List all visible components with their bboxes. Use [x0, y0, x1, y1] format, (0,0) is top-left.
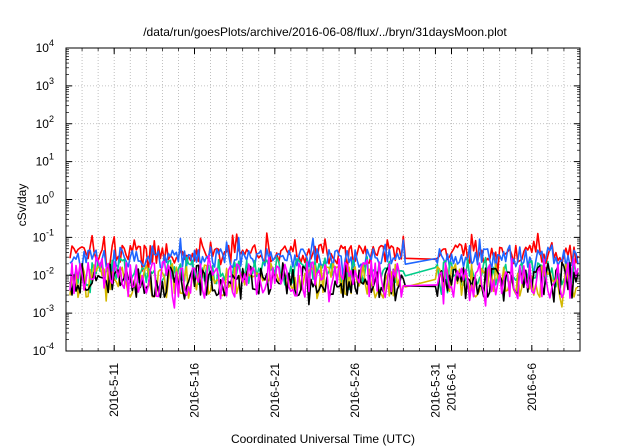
x-tick-label: 2016-5-26 — [348, 363, 362, 418]
y-axis: 10-4 10-3 10-2 10-1 100 101 102 103 104 — [33, 38, 580, 358]
x-axis: 2016-5-11 2016-5-16 2016-5-21 2016-5-26 2016… — [81, 48, 565, 418]
y-tick-label: 103 — [36, 76, 54, 93]
series-line-2 — [69, 236, 579, 278]
x-axis-label: Coordinated Universal Time (UTC) — [231, 432, 415, 446]
x-tick-label: 2016-6-1 — [445, 363, 459, 411]
y-tick-label: 10-3 — [33, 303, 54, 320]
y-tick-label: 10-1 — [33, 227, 54, 244]
y-axis-label: cSv/day — [15, 184, 29, 227]
y-tick-label: 10-4 — [33, 341, 54, 358]
x-tick-label: 2016-5-16 — [188, 363, 202, 418]
y-tick-label: 104 — [36, 38, 54, 55]
x-tick-label: 2016-6-6 — [525, 363, 539, 411]
y-tick-label: 101 — [36, 152, 54, 169]
series-line-6 — [69, 254, 579, 309]
y-tick-label: 100 — [36, 190, 54, 207]
chart-title: /data/run/goesPlots/archive/2016-06-08/f… — [143, 25, 507, 39]
grid-lines — [66, 48, 580, 351]
x-tick-label: 2016-5-11 — [107, 363, 121, 417]
y-tick-label: 102 — [36, 114, 54, 131]
x-tick-label: 2016-5-31 — [428, 363, 442, 418]
x-tick-label: 2016-5-21 — [268, 363, 282, 418]
y-tick-label: 10-2 — [33, 265, 54, 282]
series-lines — [69, 232, 579, 309]
